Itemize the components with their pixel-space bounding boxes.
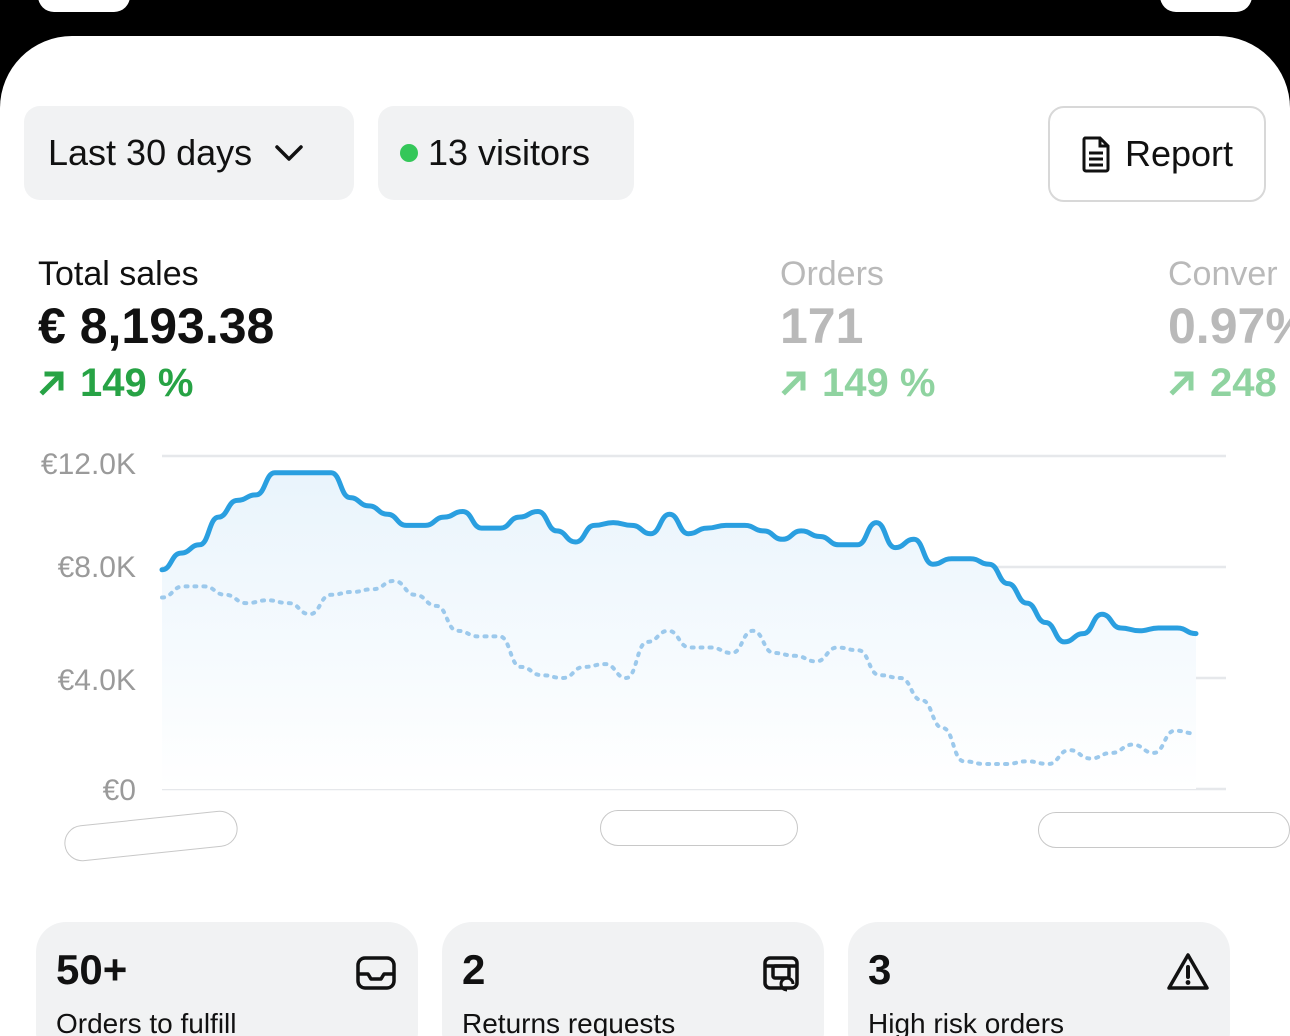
metric-delta-value: 149 % xyxy=(80,361,194,405)
live-visitors-button[interactable]: 13 visitors xyxy=(378,106,634,200)
metric-delta: 149 % xyxy=(38,358,274,408)
status-bar-pill-right xyxy=(1160,0,1252,12)
inbox-icon xyxy=(356,956,396,990)
metric-value: 171 xyxy=(780,298,864,354)
date-range-label: Last 30 days xyxy=(48,132,253,173)
metric-delta-value: 248 xyxy=(1210,361,1277,405)
arrow-up-right-icon xyxy=(39,371,64,396)
return-box-icon xyxy=(763,956,799,992)
report-label: Report xyxy=(1124,133,1234,174)
arrow-up-right-icon xyxy=(1169,371,1194,396)
document-icon xyxy=(1082,136,1110,173)
card-caption: High risk orders xyxy=(868,1008,1065,1036)
sales-area-fill xyxy=(162,472,1196,789)
redacted-x-label xyxy=(1038,812,1290,848)
card-caption: Returns requests xyxy=(462,1008,676,1036)
status-bar-pill-left xyxy=(38,0,130,12)
y-tick-label: €4.0K xyxy=(57,664,136,697)
report-button[interactable]: Report xyxy=(1048,106,1266,202)
metric-total-sales[interactable]: Total sales € 8,193.38 149 % xyxy=(38,254,274,408)
live-status-dot xyxy=(400,144,418,162)
card-caption: Orders to fulfill xyxy=(56,1008,237,1036)
y-tick-label: €0 xyxy=(102,774,136,807)
redacted-x-label xyxy=(600,810,798,846)
card-count: 3 xyxy=(868,946,892,993)
y-tick-label: €12.0K xyxy=(40,448,136,481)
card-high-risk[interactable]: 3 High risk orders xyxy=(848,922,1230,1036)
metric-label: Orders xyxy=(780,255,884,293)
sales-line-chart[interactable] xyxy=(0,36,1290,836)
y-tick-label: €8.0K xyxy=(57,551,136,584)
chevron-down-icon xyxy=(275,145,303,161)
current-period-line xyxy=(159,470,1199,645)
metric-label: Conver xyxy=(1168,255,1278,293)
visitors-label: 13 visitors xyxy=(428,132,591,173)
metric-label: Total sales xyxy=(38,255,199,293)
metric-delta: 149 % xyxy=(780,358,935,408)
metric-value: € 8,193.38 xyxy=(38,298,275,354)
previous-period-line xyxy=(160,578,1198,767)
metric-conversion[interactable]: Conver 0.97% 248 xyxy=(1168,254,1290,408)
dashboard-sheet: Last 30 days 13 visitors Report Total sa… xyxy=(0,36,1290,1036)
date-range-select[interactable]: Last 30 days xyxy=(24,106,354,200)
arrow-up-right-icon xyxy=(781,371,806,396)
card-returns[interactable]: 2 Returns requests xyxy=(442,922,824,1036)
warning-icon xyxy=(1167,953,1209,990)
metric-delta: 248 xyxy=(1168,358,1290,408)
metric-value: 0.97% xyxy=(1168,298,1290,354)
card-count: 2 xyxy=(462,946,486,993)
card-count: 50+ xyxy=(56,946,128,993)
metric-delta-value: 149 % xyxy=(822,361,936,405)
metric-orders[interactable]: Orders 171 149 % xyxy=(780,254,935,408)
card-orders-to-fulfill[interactable]: 50+ Orders to fulfill xyxy=(36,922,418,1036)
